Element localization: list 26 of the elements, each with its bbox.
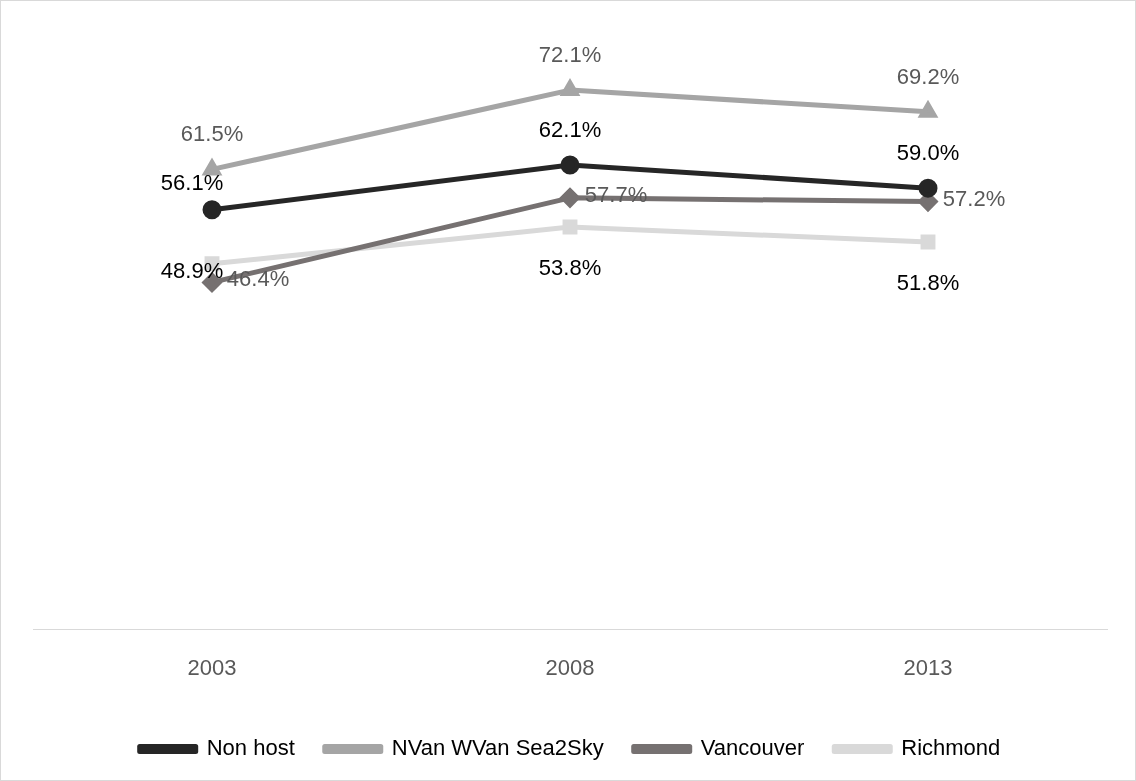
legend-label: Vancouver — [700, 735, 805, 761]
point — [919, 102, 937, 118]
point — [918, 178, 938, 198]
point — [202, 200, 222, 220]
data-label: 72.1% — [538, 42, 602, 68]
point — [560, 155, 580, 175]
x-tick-label: 2008 — [545, 654, 595, 680]
legend-label: Richmond — [901, 735, 1001, 761]
point — [562, 219, 578, 235]
point — [920, 234, 936, 250]
data-label: 48.9% — [160, 257, 224, 283]
point — [560, 188, 580, 208]
point — [559, 78, 581, 97]
data-label: 53.8% — [538, 255, 602, 281]
data-label: 46.4% — [226, 266, 290, 292]
x-tick-label: 2003 — [187, 654, 237, 680]
data-label: 51.8% — [896, 270, 960, 296]
data-label: 69.2% — [896, 63, 960, 89]
x-tick-label: 2013 — [903, 654, 953, 680]
data-label: 56.1% — [160, 169, 224, 195]
data-label: 57.2% — [942, 185, 1006, 211]
data-label: 61.5% — [180, 121, 244, 147]
data-label: 59.0% — [896, 140, 960, 166]
legend-label: NVan WVan Sea2Sky — [391, 735, 604, 761]
legend-label: Non host — [206, 735, 295, 761]
data-label: 62.1% — [538, 117, 602, 142]
